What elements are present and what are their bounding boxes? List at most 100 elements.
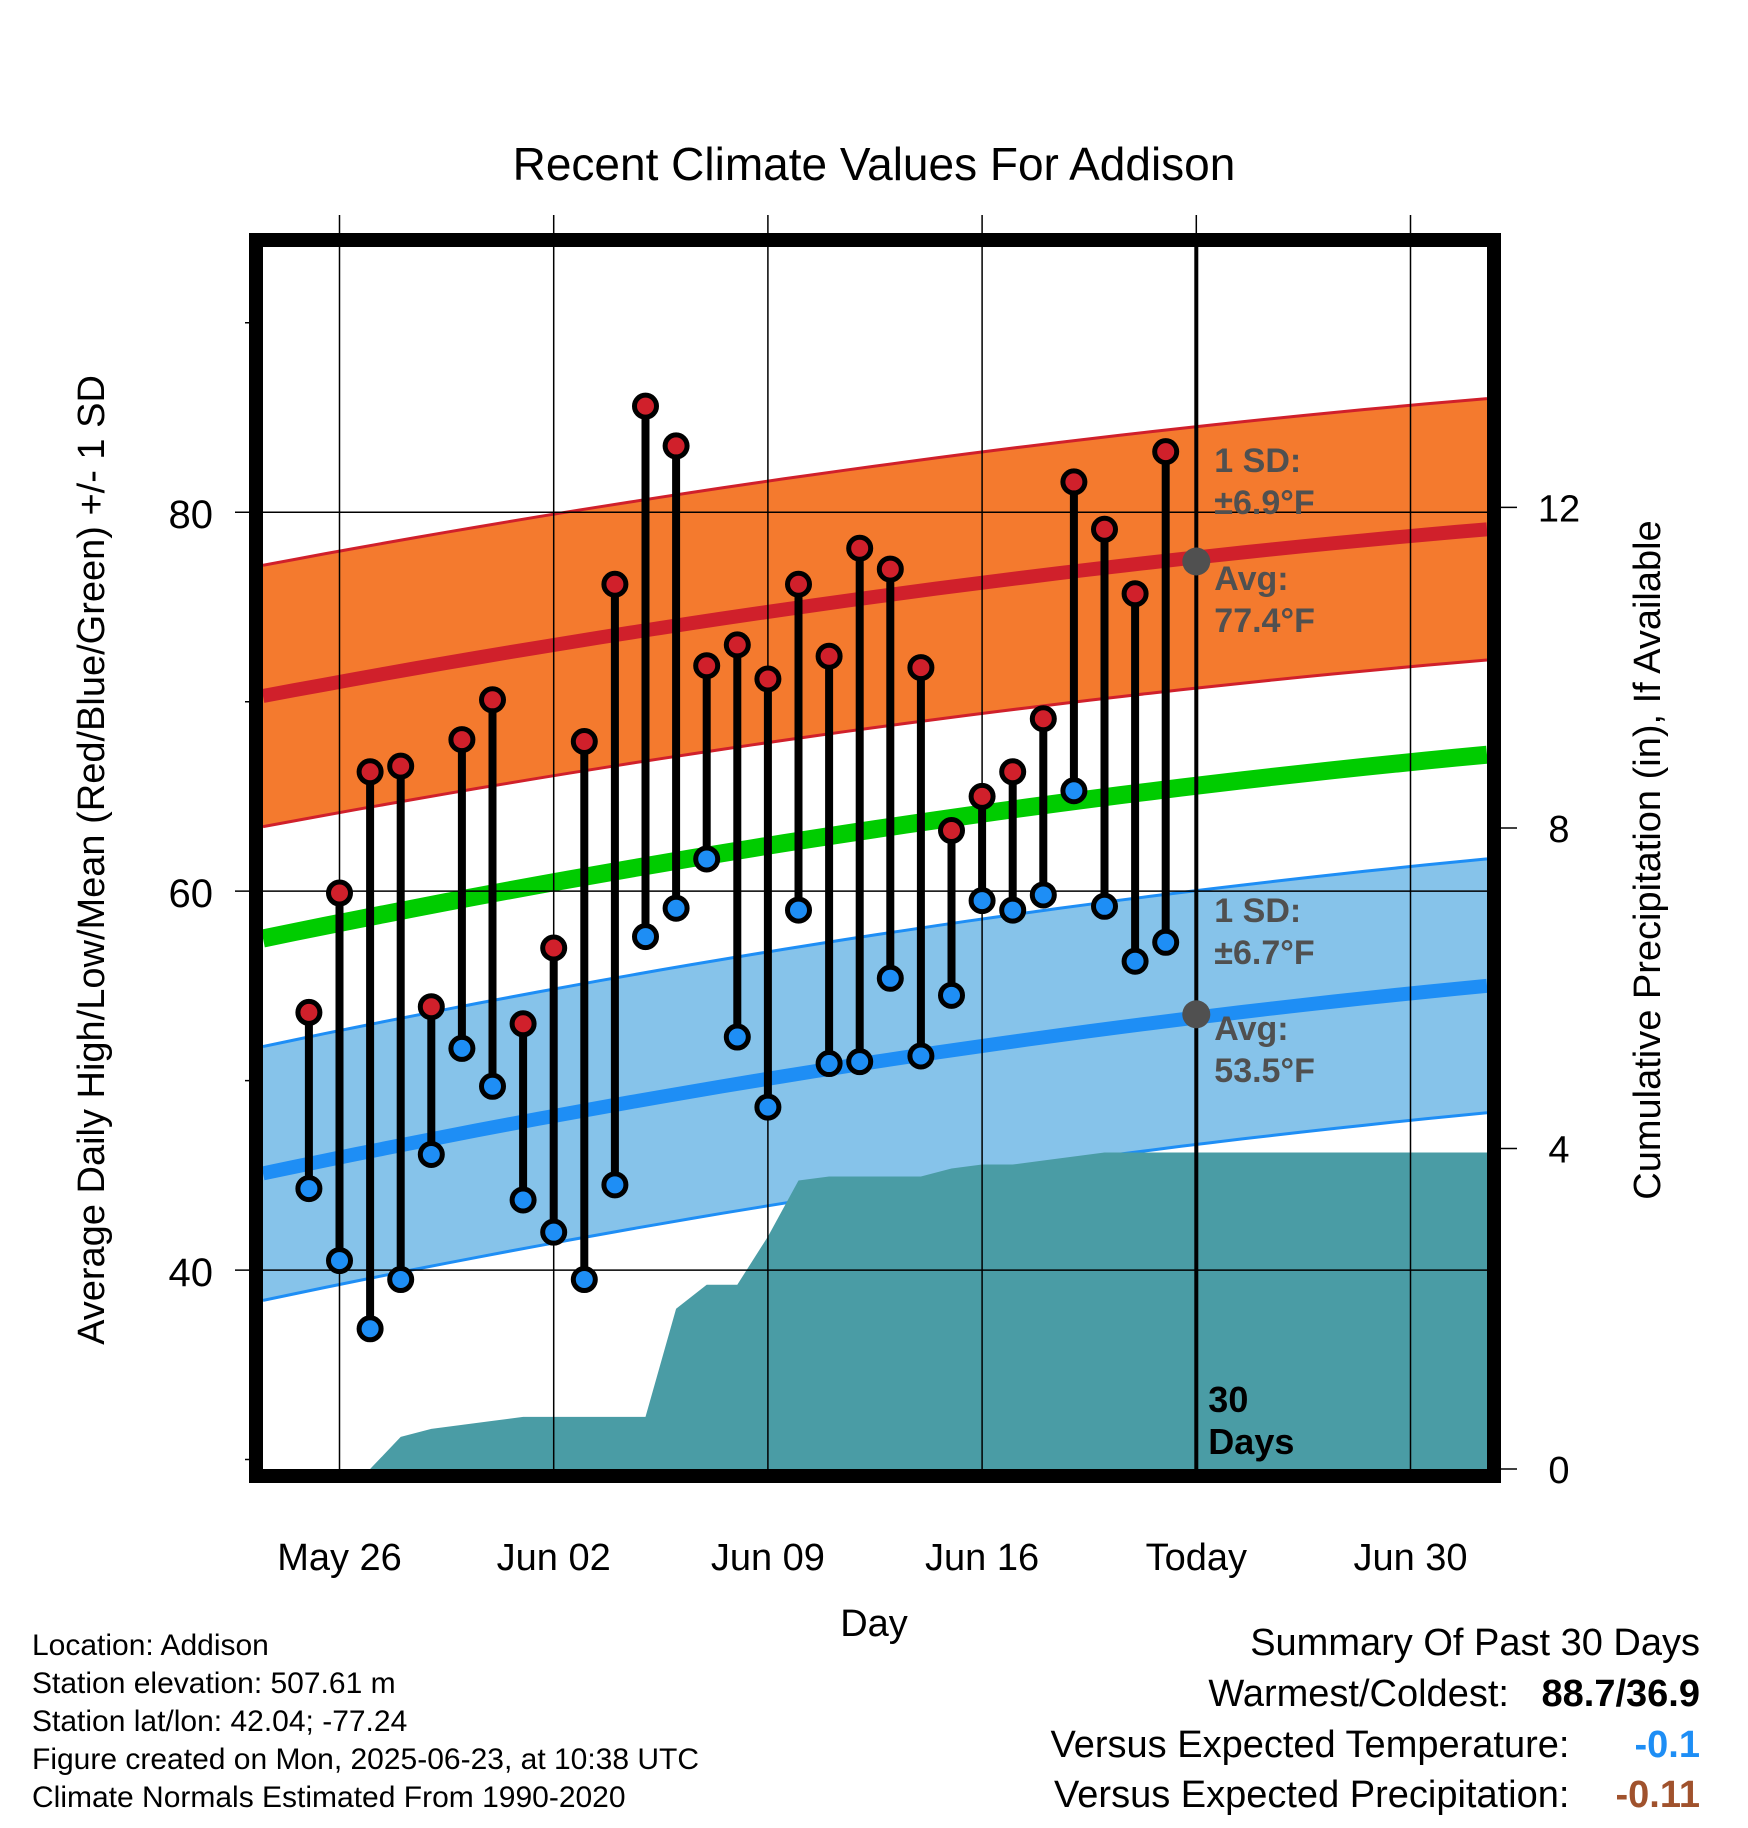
daily-high-point (509, 1010, 537, 1038)
high-sd-label: 1 SD: (1214, 442, 1301, 480)
daily-low-point (938, 981, 965, 1009)
daily-low-point (448, 1034, 476, 1062)
daily-high-point (785, 570, 812, 598)
y2-tick-label: 8 (1548, 809, 1569, 851)
daily-low-point (540, 1218, 568, 1246)
daily-high-point (876, 555, 904, 583)
low-avg-line (263, 978, 1487, 1181)
summary-temp-value: -0.1 (1634, 1724, 1700, 1766)
chart-title: Recent Climate Values For Addison (513, 138, 1236, 190)
info-normals: Climate Normals Estimated From 1990-2020 (32, 1781, 626, 1814)
y-tick-label: 80 (169, 493, 214, 537)
low-sd-band (263, 858, 1487, 1301)
daily-low-point (601, 1171, 629, 1199)
daily-high-point (540, 934, 568, 962)
summary-warm-cold-label: Warmest/Coldest: (1208, 1673, 1509, 1715)
y2-axis-label: Cumulative Precipitation (in), If Availa… (1627, 520, 1669, 1199)
daily-high-point (754, 665, 782, 693)
summary-panel: Summary Of Past 30 Days Warmest/Coldest:… (1051, 1618, 1700, 1820)
today-days-label: Days (1208, 1421, 1294, 1462)
daily-low-point (356, 1315, 384, 1343)
daily-low-point (326, 1247, 353, 1275)
low-sd-value: ±6.7°F (1214, 934, 1314, 972)
station-info: Location: Addison Station elevation: 507… (32, 1627, 699, 1817)
high-avg-label: Avg: (1214, 560, 1288, 598)
daily-low-point (754, 1093, 782, 1121)
y-tick-label: 40 (169, 1251, 214, 1295)
info-created: Figure created on Mon, 2025-06-23, at 10… (32, 1743, 700, 1776)
daily-low-point (907, 1042, 935, 1070)
daily-low-point (723, 1023, 751, 1051)
daily-high-point (693, 652, 721, 680)
summary-heading: Summary Of Past 30 Days (1250, 1622, 1700, 1664)
high-sd-lower-line (263, 658, 1487, 829)
plot-frame (249, 233, 1501, 1483)
daily-high-point (632, 392, 659, 420)
y-axis-label: Average Daily High/Low/Mean (Red/Blue/Gr… (71, 375, 113, 1345)
daily-high-point (815, 642, 843, 670)
daily-high-point (356, 758, 384, 786)
daily-low-point (1121, 947, 1149, 975)
daily-low-point (846, 1048, 874, 1076)
today-days-count: 30 (1208, 1379, 1248, 1420)
daily-high-point (295, 998, 323, 1026)
daily-low-point (632, 923, 659, 951)
x-tick-label: Today (1146, 1537, 1247, 1579)
daily-high-point (1121, 580, 1149, 608)
summary-warm-cold-value: 88.7/36.9 (1541, 1673, 1700, 1715)
daily-low-point (417, 1141, 445, 1169)
daily-low-point (295, 1175, 323, 1203)
today-high-avg-marker (1182, 547, 1211, 576)
daily-high-point (570, 727, 598, 755)
daily-high-point (1029, 705, 1057, 733)
today-low-avg-marker (1182, 1000, 1211, 1029)
x-axis-label: Day (840, 1603, 908, 1645)
low-avg-value: 53.5°F (1214, 1052, 1315, 1090)
daily-high-point (846, 534, 874, 562)
daily-low-point (479, 1072, 506, 1100)
daily-low-point (570, 1266, 598, 1294)
daily-high-point (448, 726, 476, 754)
precip-area (370, 1152, 1487, 1469)
daily-high-point (387, 752, 415, 780)
daily-low-point (1060, 777, 1088, 805)
daily-high-point (1152, 438, 1180, 466)
daily-high-point (907, 654, 935, 682)
x-tick-label: Jun 09 (711, 1537, 825, 1579)
y2-tick-label: 12 (1538, 488, 1580, 530)
summary-precip-value: -0.11 (1615, 1774, 1700, 1816)
high-avg-value: 77.4°F (1214, 602, 1315, 640)
y-tick-label: 60 (169, 872, 214, 916)
high-sd-band (263, 398, 1487, 827)
info-elevation: Station elevation: 507.61 m (32, 1667, 396, 1700)
daily-high-point (1091, 515, 1118, 543)
daily-low-point (1029, 881, 1057, 909)
daily-high-point (1060, 468, 1088, 496)
summary-temp-label: Versus Expected Temperature: (1050, 1724, 1570, 1766)
high-avg-line (263, 522, 1487, 703)
summary-precip-label: Versus Expected Precipitation: (1054, 1774, 1570, 1816)
low-avg-label: Avg: (1214, 1010, 1288, 1048)
daily-high-point (479, 686, 506, 714)
y2-tick-label: 4 (1548, 1129, 1569, 1171)
daily-high-point (723, 631, 751, 659)
x-tick-label: May 26 (277, 1537, 402, 1579)
x-tick-label: Jun 02 (497, 1537, 611, 1579)
daily-high-point (968, 782, 996, 810)
high-sd-value: ±6.9°F (1214, 484, 1314, 522)
daily-low-point (1152, 928, 1180, 956)
plot-clip-group (263, 397, 1487, 1469)
info-location: Location: Addison (32, 1629, 269, 1662)
daily-low-point (387, 1266, 415, 1294)
low-sd-upper-line (263, 857, 1487, 1048)
daily-high-point (662, 432, 690, 460)
x-tick-label: Jun 30 (1353, 1537, 1467, 1579)
daily-high-point (417, 993, 445, 1021)
daily-low-point (876, 964, 904, 992)
low-sd-label: 1 SD: (1214, 892, 1301, 930)
daily-high-point (601, 570, 629, 598)
plot-area: 1 SD: ±6.9°F Avg: 77.4°F 1 SD: ±6.7°F Avg: 53.5… (169, 215, 1580, 1579)
mean-avg-line (263, 745, 1487, 948)
x-tick-label: Jun 16 (925, 1537, 1039, 1579)
